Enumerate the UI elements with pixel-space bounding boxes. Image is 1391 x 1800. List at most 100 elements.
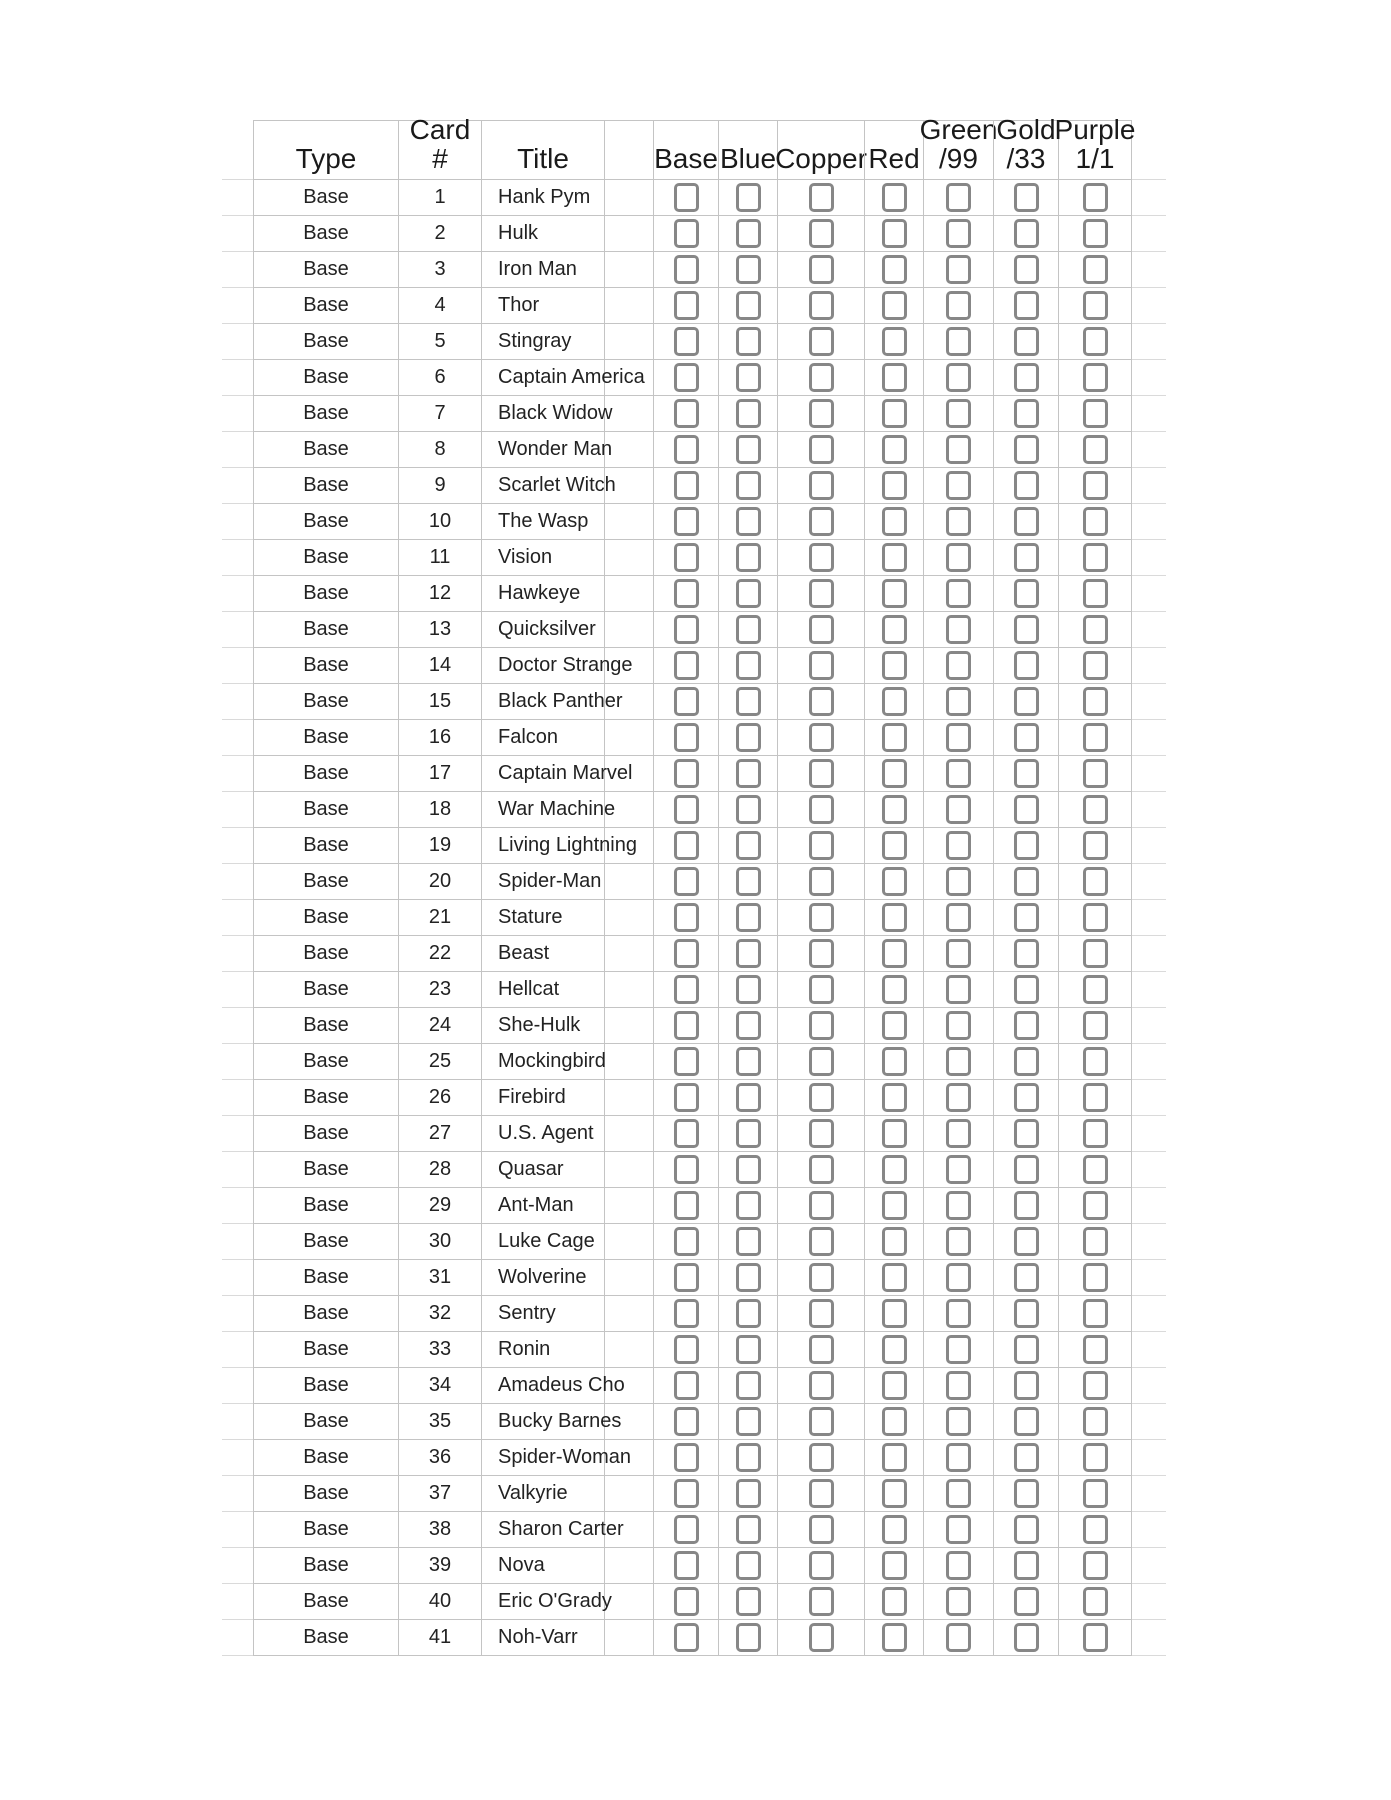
- checkbox-copper[interactable]: [808, 759, 834, 788]
- checkbox-copper[interactable]: [808, 723, 834, 752]
- checkbox-purple[interactable]: [1082, 1335, 1108, 1364]
- checkbox-green[interactable]: [946, 1371, 971, 1400]
- checkbox-green[interactable]: [946, 1335, 971, 1364]
- checkbox-purple[interactable]: [1082, 1587, 1108, 1616]
- checkbox-copper[interactable]: [808, 615, 834, 644]
- checkbox-blue[interactable]: [735, 1299, 761, 1328]
- checkbox-green[interactable]: [946, 1479, 971, 1508]
- checkbox-red[interactable]: [881, 1155, 907, 1184]
- checkbox-green[interactable]: [946, 831, 971, 860]
- checkbox-base[interactable]: [673, 1407, 699, 1436]
- checkbox-base[interactable]: [673, 1371, 699, 1400]
- checkbox-green[interactable]: [946, 939, 971, 968]
- checkbox-green[interactable]: [946, 327, 971, 356]
- checkbox-base[interactable]: [673, 471, 699, 500]
- checkbox-gold[interactable]: [1013, 1335, 1039, 1364]
- checkbox-purple[interactable]: [1082, 1299, 1108, 1328]
- checkbox-base[interactable]: [673, 1119, 699, 1148]
- checkbox-base[interactable]: [673, 1335, 699, 1364]
- checkbox-blue[interactable]: [735, 723, 761, 752]
- checkbox-red[interactable]: [881, 291, 907, 320]
- checkbox-red[interactable]: [881, 363, 907, 392]
- checkbox-blue[interactable]: [735, 687, 761, 716]
- checkbox-red[interactable]: [881, 1371, 907, 1400]
- checkbox-red[interactable]: [881, 327, 907, 356]
- checkbox-copper[interactable]: [808, 795, 834, 824]
- checkbox-purple[interactable]: [1082, 687, 1108, 716]
- checkbox-green[interactable]: [946, 1083, 971, 1112]
- checkbox-blue[interactable]: [735, 1515, 761, 1544]
- checkbox-green[interactable]: [946, 1587, 971, 1616]
- checkbox-red[interactable]: [881, 543, 907, 572]
- checkbox-blue[interactable]: [735, 1623, 761, 1652]
- checkbox-base[interactable]: [673, 1191, 699, 1220]
- checkbox-green[interactable]: [946, 1407, 971, 1436]
- checkbox-blue[interactable]: [735, 219, 761, 248]
- checkbox-base[interactable]: [673, 1263, 699, 1292]
- checkbox-base[interactable]: [673, 1551, 699, 1580]
- checkbox-purple[interactable]: [1082, 1407, 1108, 1436]
- checkbox-green[interactable]: [946, 1155, 971, 1184]
- checkbox-copper[interactable]: [808, 507, 834, 536]
- checkbox-copper[interactable]: [808, 1623, 834, 1652]
- checkbox-purple[interactable]: [1082, 1011, 1108, 1040]
- checkbox-green[interactable]: [946, 903, 971, 932]
- checkbox-copper[interactable]: [808, 831, 834, 860]
- checkbox-blue[interactable]: [735, 1335, 761, 1364]
- checkbox-gold[interactable]: [1013, 255, 1039, 284]
- checkbox-red[interactable]: [881, 1479, 907, 1508]
- checkbox-purple[interactable]: [1082, 543, 1108, 572]
- checkbox-red[interactable]: [881, 651, 907, 680]
- checkbox-copper[interactable]: [808, 1155, 834, 1184]
- checkbox-blue[interactable]: [735, 759, 761, 788]
- checkbox-red[interactable]: [881, 1011, 907, 1040]
- checkbox-purple[interactable]: [1082, 219, 1108, 248]
- checkbox-green[interactable]: [946, 1119, 971, 1148]
- checkbox-purple[interactable]: [1082, 435, 1108, 464]
- checkbox-red[interactable]: [881, 939, 907, 968]
- checkbox-base[interactable]: [673, 651, 699, 680]
- checkbox-copper[interactable]: [808, 543, 834, 572]
- checkbox-gold[interactable]: [1013, 687, 1039, 716]
- checkbox-gold[interactable]: [1013, 219, 1039, 248]
- checkbox-green[interactable]: [946, 1443, 971, 1472]
- checkbox-purple[interactable]: [1082, 1551, 1108, 1580]
- checkbox-base[interactable]: [673, 615, 699, 644]
- checkbox-base[interactable]: [673, 939, 699, 968]
- checkbox-gold[interactable]: [1013, 399, 1039, 428]
- checkbox-base[interactable]: [673, 507, 699, 536]
- checkbox-purple[interactable]: [1082, 1515, 1108, 1544]
- checkbox-green[interactable]: [946, 1299, 971, 1328]
- checkbox-blue[interactable]: [735, 507, 761, 536]
- checkbox-gold[interactable]: [1013, 759, 1039, 788]
- checkbox-gold[interactable]: [1013, 471, 1039, 500]
- checkbox-green[interactable]: [946, 1011, 971, 1040]
- checkbox-purple[interactable]: [1082, 1119, 1108, 1148]
- checkbox-purple[interactable]: [1082, 1371, 1108, 1400]
- checkbox-red[interactable]: [881, 759, 907, 788]
- checkbox-purple[interactable]: [1082, 579, 1108, 608]
- checkbox-base[interactable]: [673, 1155, 699, 1184]
- checkbox-base[interactable]: [673, 795, 699, 824]
- checkbox-base[interactable]: [673, 1083, 699, 1112]
- checkbox-green[interactable]: [946, 795, 971, 824]
- checkbox-copper[interactable]: [808, 399, 834, 428]
- checkbox-purple[interactable]: [1082, 975, 1108, 1004]
- checkbox-gold[interactable]: [1013, 1299, 1039, 1328]
- checkbox-base[interactable]: [673, 1479, 699, 1508]
- checkbox-blue[interactable]: [735, 291, 761, 320]
- checkbox-red[interactable]: [881, 867, 907, 896]
- checkbox-gold[interactable]: [1013, 327, 1039, 356]
- checkbox-purple[interactable]: [1082, 1623, 1108, 1652]
- checkbox-blue[interactable]: [735, 1119, 761, 1148]
- checkbox-red[interactable]: [881, 1263, 907, 1292]
- checkbox-purple[interactable]: [1082, 255, 1108, 284]
- checkbox-gold[interactable]: [1013, 1155, 1039, 1184]
- checkbox-purple[interactable]: [1082, 327, 1108, 356]
- checkbox-gold[interactable]: [1013, 1047, 1039, 1076]
- checkbox-base[interactable]: [673, 363, 699, 392]
- checkbox-blue[interactable]: [735, 975, 761, 1004]
- checkbox-blue[interactable]: [735, 1263, 761, 1292]
- checkbox-blue[interactable]: [735, 435, 761, 464]
- checkbox-blue[interactable]: [735, 1155, 761, 1184]
